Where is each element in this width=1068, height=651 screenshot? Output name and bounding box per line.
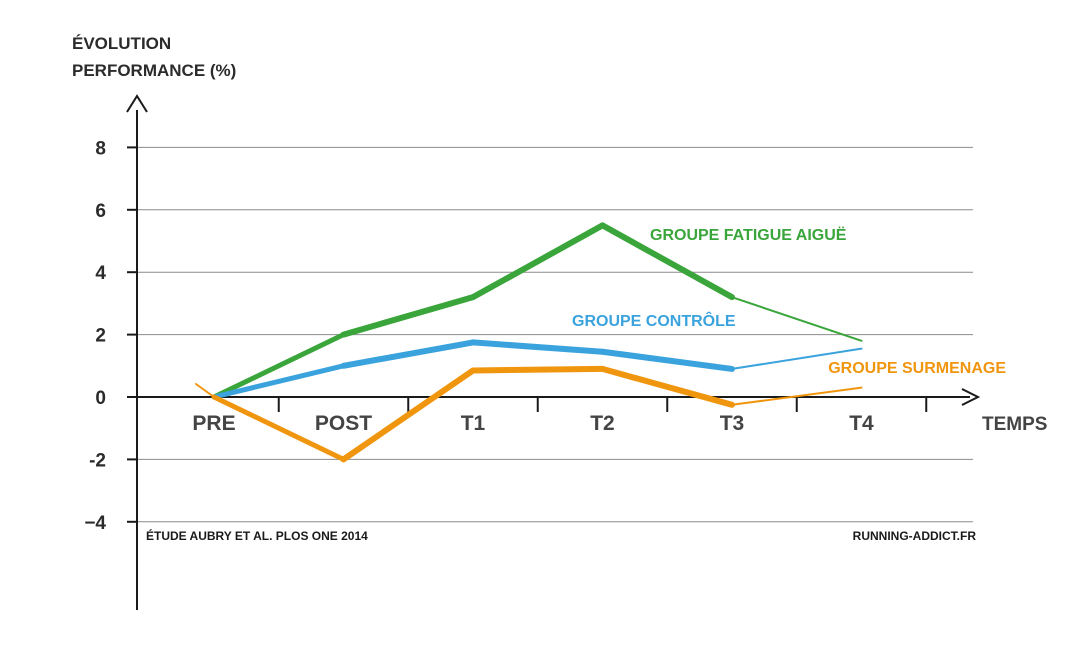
y-tick-label: −4 bbox=[84, 513, 106, 534]
series-segment bbox=[211, 363, 346, 400]
series-segment bbox=[470, 222, 606, 301]
series-lines: GROUPE FATIGUE AIGUË GROUPE CONTRÔLE GROUP… bbox=[195, 222, 1006, 463]
series-segment bbox=[211, 332, 346, 400]
series-segment bbox=[211, 394, 346, 462]
series-segment bbox=[470, 365, 606, 374]
x-axis-label: TEMPS bbox=[982, 414, 1047, 435]
series-segment bbox=[599, 222, 735, 301]
y-tick-label: -2 bbox=[89, 450, 106, 471]
source-note: ÉTUDE AUBRY ET AL. PLOS ONE 2014 bbox=[146, 528, 368, 543]
x-category-label: POST bbox=[315, 412, 372, 435]
y-tick-label: 6 bbox=[95, 201, 106, 222]
series-segment bbox=[195, 383, 215, 398]
x-category-label: T2 bbox=[590, 412, 615, 435]
series-segment bbox=[340, 339, 476, 369]
y-axis-label-line1: ÉVOLUTION bbox=[72, 34, 171, 53]
series-segment bbox=[731, 386, 863, 406]
series-segment bbox=[599, 348, 735, 372]
x-axis-arrow bbox=[961, 388, 981, 406]
y-axis-label-line2: PERFORMANCE (%) bbox=[72, 61, 236, 80]
series-segment bbox=[340, 294, 476, 338]
x-category-label: PRE bbox=[192, 412, 235, 435]
series-segment bbox=[731, 347, 863, 370]
x-category-label: T4 bbox=[849, 412, 874, 435]
series-label: GROUPE CONTRÔLE bbox=[572, 311, 736, 330]
site-note: RUNNING-ADDICT.FR bbox=[853, 529, 977, 543]
series-label: GROUPE SURMENAGE bbox=[828, 360, 1006, 377]
series-segment bbox=[731, 296, 863, 342]
y-axis-arrow bbox=[126, 94, 148, 113]
x-category-labels: PRE POST T1 T2 T3 T4 bbox=[192, 412, 874, 435]
series-segment bbox=[470, 339, 606, 355]
series-segment bbox=[599, 365, 735, 408]
axes bbox=[126, 94, 981, 610]
grid-lines bbox=[137, 146, 973, 523]
y-tick-label: 4 bbox=[95, 263, 106, 284]
x-category-label: T3 bbox=[720, 412, 745, 435]
x-category-label: T1 bbox=[461, 412, 486, 435]
series-label: GROUPE FATIGUE AIGUË bbox=[650, 226, 847, 244]
y-tick-label: 0 bbox=[95, 388, 106, 409]
series-segment bbox=[340, 367, 476, 463]
y-tick-label: 2 bbox=[95, 326, 106, 347]
y-tick-labels: 8 6 4 2 0 −4 -2 bbox=[84, 138, 106, 533]
y-tick-label: 8 bbox=[95, 138, 106, 159]
